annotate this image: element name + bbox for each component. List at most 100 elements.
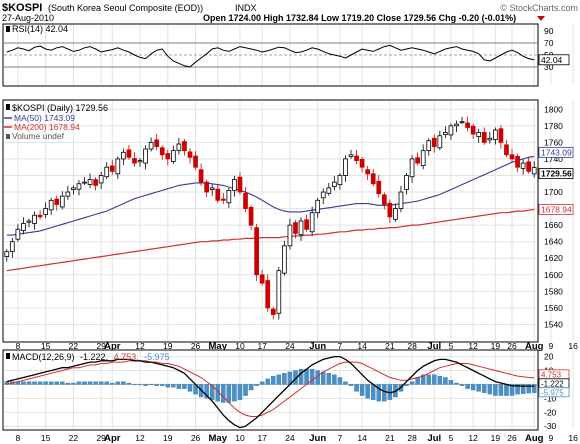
candle <box>143 145 148 170</box>
macd-hist-bar <box>504 384 509 396</box>
candle <box>454 120 459 133</box>
macd-hist-bar <box>282 373 287 385</box>
x-tick-label: 8 <box>16 433 21 443</box>
price-title: $KOSPI (Daily) 1729.56 <box>12 103 108 113</box>
candle <box>320 188 326 205</box>
ma200-last-value-box <box>538 204 574 215</box>
rsi-tick-label: 30 <box>544 62 554 72</box>
macd-hist-bar <box>276 374 282 385</box>
macd-hist-bar <box>304 368 309 385</box>
macd-hist-bar <box>254 384 259 386</box>
candle <box>493 127 498 145</box>
watermark: © StockCharts.com <box>500 3 578 13</box>
signal-last-value: 4.753 <box>541 370 562 379</box>
macd-hist-bar <box>432 374 437 385</box>
macd-hist-bar <box>43 381 48 385</box>
candle <box>354 149 359 165</box>
candle <box>515 153 520 173</box>
x-tick-label: 14 <box>357 433 367 443</box>
macd-hist-bar <box>271 375 276 385</box>
macd-hist-bar <box>171 384 176 388</box>
macd-hist-bar <box>32 381 37 385</box>
macd-hist-bar <box>259 381 265 385</box>
macd-hist-bar <box>221 384 226 403</box>
candle <box>226 187 232 208</box>
x-tick-label: 12 <box>468 433 478 443</box>
macd-tick-label: -30 <box>544 421 557 431</box>
candle <box>293 220 298 239</box>
candle <box>248 204 254 231</box>
candle <box>270 306 276 320</box>
hist-last-value-box <box>538 387 570 398</box>
candle <box>104 162 110 180</box>
macd-hist-bar <box>82 381 87 385</box>
ma50-legend: MA(50) 1743.09 <box>14 113 75 123</box>
candle <box>232 175 237 197</box>
price-tick-labels: 1540156015801600162016401660168017001720… <box>544 104 563 329</box>
macd-hist-bar <box>98 381 104 385</box>
rsi-guides <box>4 42 537 68</box>
price-tick-label: 1600 <box>544 270 563 280</box>
macd-hist-bar <box>137 384 143 386</box>
candle <box>176 137 182 155</box>
macd-hist-bar <box>493 384 498 396</box>
macd-hist-bar <box>237 384 243 400</box>
ma200-line <box>6 208 535 272</box>
x-tick-label: Jul <box>427 341 441 352</box>
candle <box>298 217 304 241</box>
candle <box>437 130 443 151</box>
macd-hist-bar <box>365 384 370 399</box>
candle <box>470 123 476 140</box>
macd-tick-label: -10 <box>544 393 557 403</box>
x-tick-label: 14 <box>357 341 367 351</box>
candle <box>82 177 87 185</box>
candle <box>54 195 60 211</box>
candle <box>65 185 71 200</box>
macd-title-label: MACD(12,26,9) <box>12 352 75 362</box>
macd-hist-bar <box>60 381 65 385</box>
x-tick-label: 5 <box>449 433 454 443</box>
x-tick-label: 12 <box>468 341 478 351</box>
candle <box>487 132 493 144</box>
x-tick-label: 7 <box>338 341 343 351</box>
macd-histogram <box>4 368 537 403</box>
macd-hist-bar <box>437 375 443 385</box>
close-last-value: 1729.56 <box>541 169 572 179</box>
candle <box>93 177 98 191</box>
x-tick-label: Jul <box>427 433 441 444</box>
macd-hist-bar <box>348 384 354 386</box>
macd-title: MACD(12,26,9) -1.222, 4.753, -5.975 <box>12 352 170 362</box>
instrument-name: (South Korea Seoul Composite (EOD)) <box>48 3 203 13</box>
x-tick-label: 10 <box>235 433 245 443</box>
x-tick-label: 29 <box>96 341 106 351</box>
macd-title-signal: 4.753, <box>114 352 139 362</box>
macd-hist-bar <box>243 384 248 396</box>
x-tick-label: 26 <box>507 341 517 351</box>
x-tick-label: 29 <box>96 433 106 443</box>
candle <box>531 161 537 178</box>
rsi-last-value: 42.04 <box>541 55 563 65</box>
macd-line <box>6 355 535 429</box>
x-tick-label: 5 <box>449 341 454 351</box>
macd-hist-bar <box>354 384 359 392</box>
macd-hist-bar <box>498 384 504 396</box>
macd-hist-bar <box>343 381 348 385</box>
candle <box>415 152 420 166</box>
ma200-legend: MA(200) 1678.94 <box>14 122 80 132</box>
candle <box>426 138 432 156</box>
rsi-panel: 30507090 RSI(14) 42.04 42.04 <box>2 23 574 87</box>
macd-hist-bar <box>482 384 487 393</box>
macd-hist-bar <box>132 384 137 386</box>
price-tick-label: 1540 <box>544 319 563 329</box>
candle <box>187 148 193 164</box>
macd-hist-bar <box>487 384 493 395</box>
macd-hist-bar <box>420 374 426 385</box>
x-tick-label: 26 <box>507 433 517 443</box>
rsi-title: RSI(14) 42.04 <box>12 24 68 34</box>
macd-signal-line <box>6 360 535 417</box>
macd-hist-bar <box>176 384 182 389</box>
macd-last-value: -1.222 <box>541 379 564 388</box>
